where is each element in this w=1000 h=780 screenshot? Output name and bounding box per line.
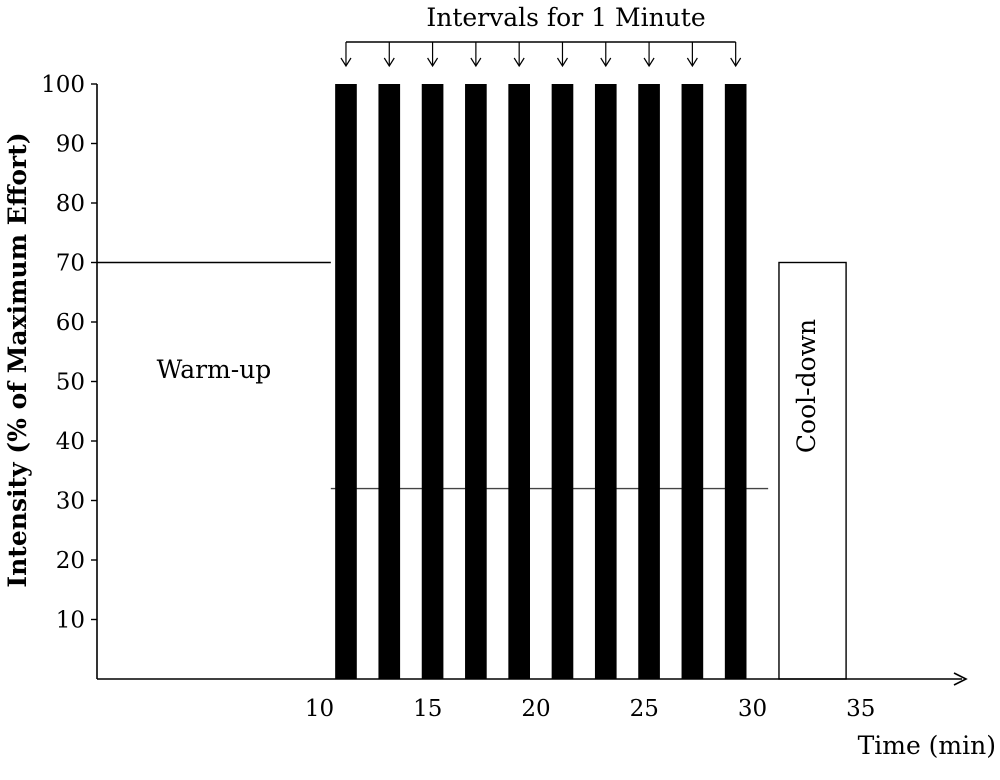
interval-arrow-head-4 [470,57,482,68]
x-tick-label-10: 10 [305,696,334,722]
interval-arrow-head-5 [513,57,525,68]
x-axis-arrowhead [953,672,968,686]
y-tick-label-20: 20 [56,548,85,574]
x-tick-label-25: 25 [630,696,659,722]
interval-bar-7 [594,84,617,679]
interval-bar-9 [681,84,704,679]
interval-bar-2 [378,84,401,679]
x-tick-label-35: 35 [846,696,875,722]
y-tick-label-30: 30 [56,489,85,515]
interval-bar-5 [508,84,530,679]
x-tick-label-15: 15 [413,696,442,722]
interval-bar-6 [551,84,574,679]
interval-arrow-head-1 [340,57,352,68]
interval-arrow-head-10 [730,57,742,68]
y-axis-label: Intensity (% of Maximum Effort) [3,132,32,587]
cooldown-box [778,261,847,680]
y-tick-label-90: 90 [56,132,85,158]
y-tick-label-60: 60 [56,310,85,336]
y-tick-label-100: 100 [41,72,85,98]
x-tick-label-20: 20 [521,696,550,722]
interval-arrow-head-7 [600,57,612,68]
interval-bar-10 [724,84,747,679]
x-tick-label-30: 30 [738,696,767,722]
warmup-label: Warm-up [157,355,272,384]
interval-bar-1 [335,84,357,679]
y-tick-label-50: 50 [56,370,85,396]
y-tick-label-70: 70 [56,251,85,277]
y-tick-label-80: 80 [56,191,85,217]
interval-bar-8 [638,84,660,679]
interval-bar-3 [421,84,444,679]
interval-arrow-head-2 [383,57,395,68]
y-tick-label-10: 10 [56,608,85,634]
cooldown-label: Cool-down [792,319,821,453]
y-tick-label-40: 40 [56,429,85,455]
intervals-title: Intervals for 1 Minute [426,3,705,32]
interval-arrow-head-9 [686,57,698,68]
interval-bar-4 [465,84,487,679]
interval-arrow-head-3 [427,57,439,68]
interval-arrow-head-6 [556,57,568,68]
interval-arrow-head-8 [643,57,655,68]
x-axis-label: Time (min) [858,731,996,760]
